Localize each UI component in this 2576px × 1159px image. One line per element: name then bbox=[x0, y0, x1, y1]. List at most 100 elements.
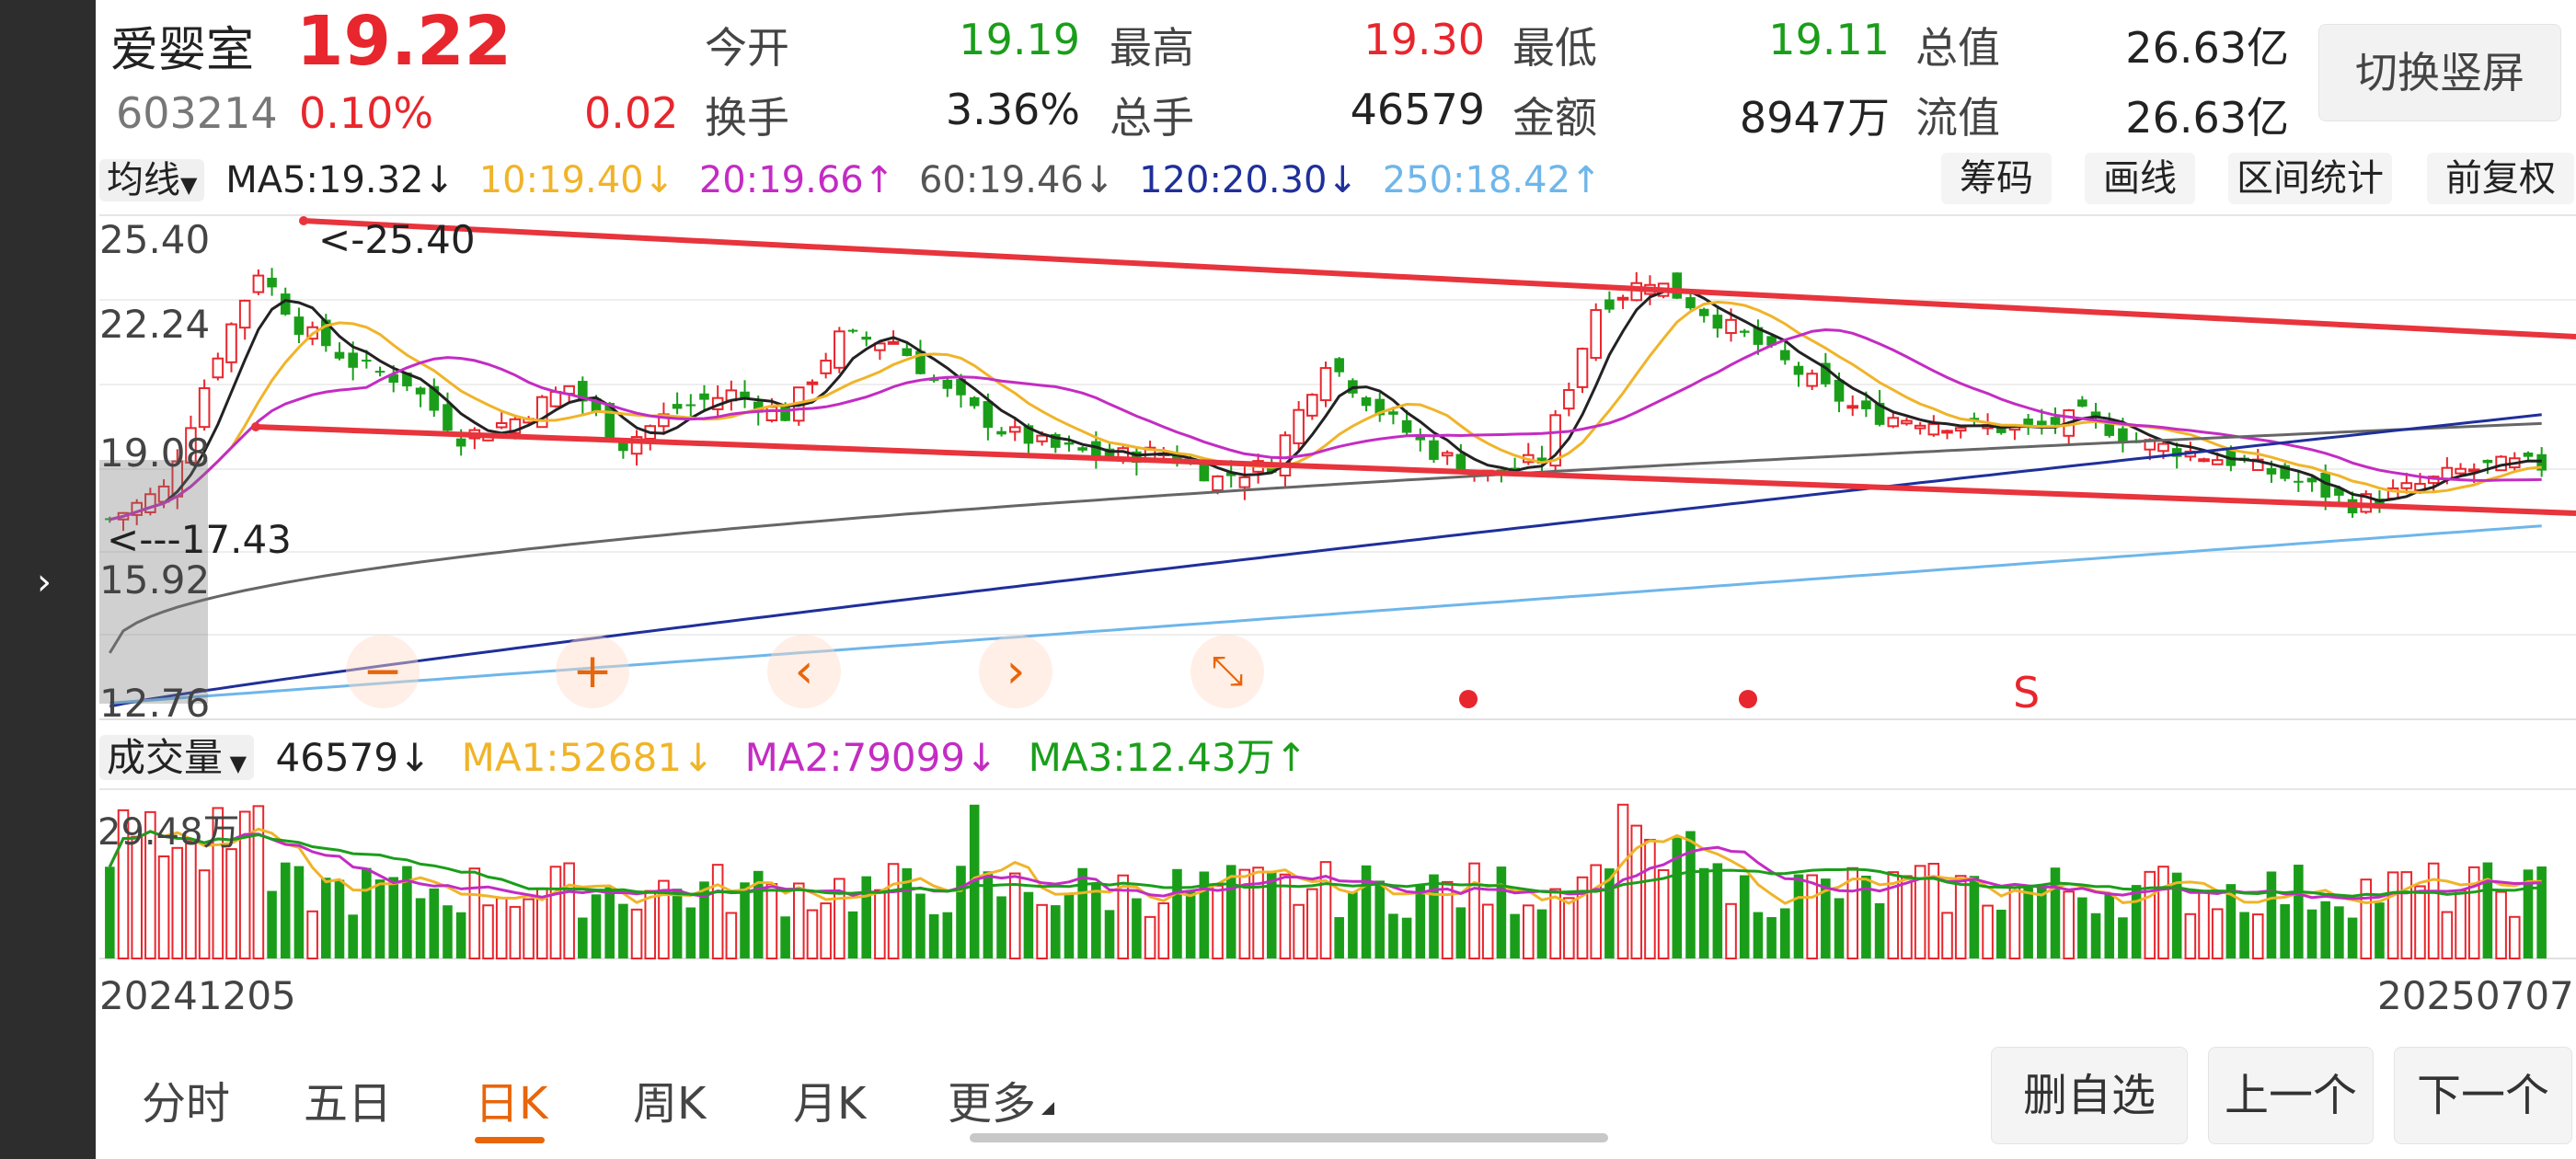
volume-bar bbox=[996, 896, 1006, 958]
volume-bar bbox=[2360, 878, 2373, 960]
volume-bar bbox=[1780, 908, 1790, 958]
ma-lines bbox=[109, 288, 2542, 708]
candle-body bbox=[2306, 477, 2317, 483]
candlestick-series bbox=[105, 268, 2547, 532]
scroll-right-icon[interactable]: › bbox=[979, 635, 1052, 708]
candle-body bbox=[429, 385, 440, 411]
candle-body bbox=[1536, 457, 1547, 465]
volume-bar bbox=[1604, 868, 1615, 958]
volume-bar bbox=[293, 866, 305, 958]
volume-bar bbox=[2495, 890, 2507, 959]
tab-intraday[interactable]: 分时 bbox=[142, 1078, 231, 1130]
switch-portrait-button[interactable]: 切换竖屏 bbox=[2318, 24, 2561, 121]
volume-bar bbox=[1753, 912, 1764, 958]
candle-body bbox=[2023, 419, 2033, 427]
volume-bar bbox=[2306, 909, 2317, 958]
volume-bar bbox=[2334, 906, 2344, 958]
volume-bar bbox=[887, 863, 900, 960]
tab-scrollbar[interactable] bbox=[970, 1133, 1608, 1142]
zoom-in-icon[interactable]: + bbox=[556, 635, 629, 708]
tab-weekly-k[interactable]: 周K bbox=[633, 1078, 707, 1130]
volume-bar bbox=[252, 805, 265, 959]
candle-body bbox=[280, 293, 291, 316]
adjust-button[interactable]: 前复权 bbox=[2427, 153, 2574, 204]
volume-bar bbox=[1481, 903, 1494, 959]
volume-bar bbox=[1766, 917, 1777, 958]
candle-body bbox=[1698, 308, 1709, 316]
zoom-out-icon[interactable]: − bbox=[346, 635, 420, 708]
volume-bar bbox=[792, 882, 805, 959]
volume-bar bbox=[157, 855, 170, 959]
chips-button[interactable]: 筹码 bbox=[1941, 153, 2052, 204]
candle-body bbox=[2037, 420, 2047, 426]
volume-bar bbox=[2400, 871, 2413, 959]
ma-selector-label: 均线 bbox=[107, 159, 180, 201]
scroll-overlay[interactable] bbox=[99, 460, 208, 704]
volume-bar bbox=[2482, 862, 2493, 958]
candle-body bbox=[1766, 336, 1777, 346]
volume-bar bbox=[1306, 888, 1318, 959]
dropdown-icon: ▼ bbox=[223, 751, 247, 776]
volume-label: 总手 bbox=[1110, 93, 1194, 143]
volume-bar bbox=[2225, 884, 2237, 958]
candle-body bbox=[455, 438, 466, 447]
mktcap-label: 总值 bbox=[1915, 23, 2000, 73]
candle-body bbox=[630, 436, 643, 455]
candle-body bbox=[2523, 453, 2534, 457]
candle-body bbox=[2211, 459, 2224, 465]
draw-line-button[interactable]: 画线 bbox=[2085, 153, 2195, 204]
vol-ma2: MA2:79099↓ bbox=[744, 735, 998, 780]
volume-bar bbox=[861, 876, 871, 958]
ma-selector[interactable]: 均线▼ bbox=[99, 159, 205, 201]
candle-body bbox=[2171, 448, 2182, 457]
tab-monthly-k[interactable]: 月K bbox=[793, 1078, 867, 1130]
volume-bar bbox=[1238, 868, 1251, 959]
volume-selector[interactable]: 成交量 ▼ bbox=[99, 735, 255, 780]
tab-five-day[interactable]: 五日 bbox=[304, 1078, 393, 1130]
tab-daily-k[interactable]: 日K bbox=[475, 1078, 548, 1130]
candle-body bbox=[1266, 465, 1277, 473]
volume-bar bbox=[402, 866, 412, 958]
volume-bar bbox=[1969, 876, 1980, 958]
fit-icon[interactable]: ⤡ bbox=[1190, 635, 1264, 708]
volume-value: 46579 bbox=[1350, 85, 1485, 134]
volume-bar bbox=[2131, 885, 2142, 958]
volume-bar bbox=[2509, 915, 2521, 960]
volume-bar bbox=[2455, 889, 2467, 960]
candle-body bbox=[1780, 350, 1790, 361]
volume-bar bbox=[105, 866, 115, 958]
high-annotation: <-25.40 bbox=[318, 217, 476, 262]
volume-bar bbox=[956, 866, 966, 958]
start-date: 20241205 bbox=[99, 973, 296, 1018]
volume-bar bbox=[2198, 890, 2210, 960]
volume-bar bbox=[388, 877, 399, 958]
previous-stock-button[interactable]: 上一个 bbox=[2208, 1047, 2374, 1144]
candle-body bbox=[2441, 466, 2454, 480]
ma250-value: 250:18.42↑ bbox=[1382, 159, 1602, 201]
candle-body bbox=[618, 442, 628, 452]
volume-bar bbox=[1172, 868, 1182, 958]
candle-body bbox=[1238, 476, 1251, 488]
next-stock-button[interactable]: 下一个 bbox=[2394, 1047, 2572, 1144]
volume-bar bbox=[321, 878, 331, 958]
low-label: 最低 bbox=[1512, 23, 1597, 73]
remove-watchlist-button[interactable]: 删自选 bbox=[1991, 1047, 2188, 1144]
volume-bar bbox=[1279, 873, 1292, 960]
candle-body bbox=[969, 396, 980, 407]
range-stats-button[interactable]: 区间统计 bbox=[2228, 153, 2392, 204]
volume-bar bbox=[563, 862, 575, 959]
candle-body bbox=[834, 330, 845, 369]
scroll-left-icon[interactable]: ‹ bbox=[767, 635, 841, 708]
volume-bar bbox=[306, 910, 318, 960]
volume-bar bbox=[820, 902, 832, 959]
volume-bar bbox=[1401, 917, 1412, 958]
candle-body bbox=[1834, 379, 1845, 402]
tab-more[interactable]: 更多 bbox=[948, 1078, 1037, 1130]
volume-bar bbox=[1388, 913, 1398, 958]
volume-bar bbox=[1861, 876, 1871, 958]
volume-bar bbox=[2118, 917, 2128, 958]
chevron-right-icon[interactable]: › bbox=[37, 561, 52, 603]
candle-body bbox=[1104, 448, 1115, 458]
candle-body bbox=[225, 323, 237, 363]
